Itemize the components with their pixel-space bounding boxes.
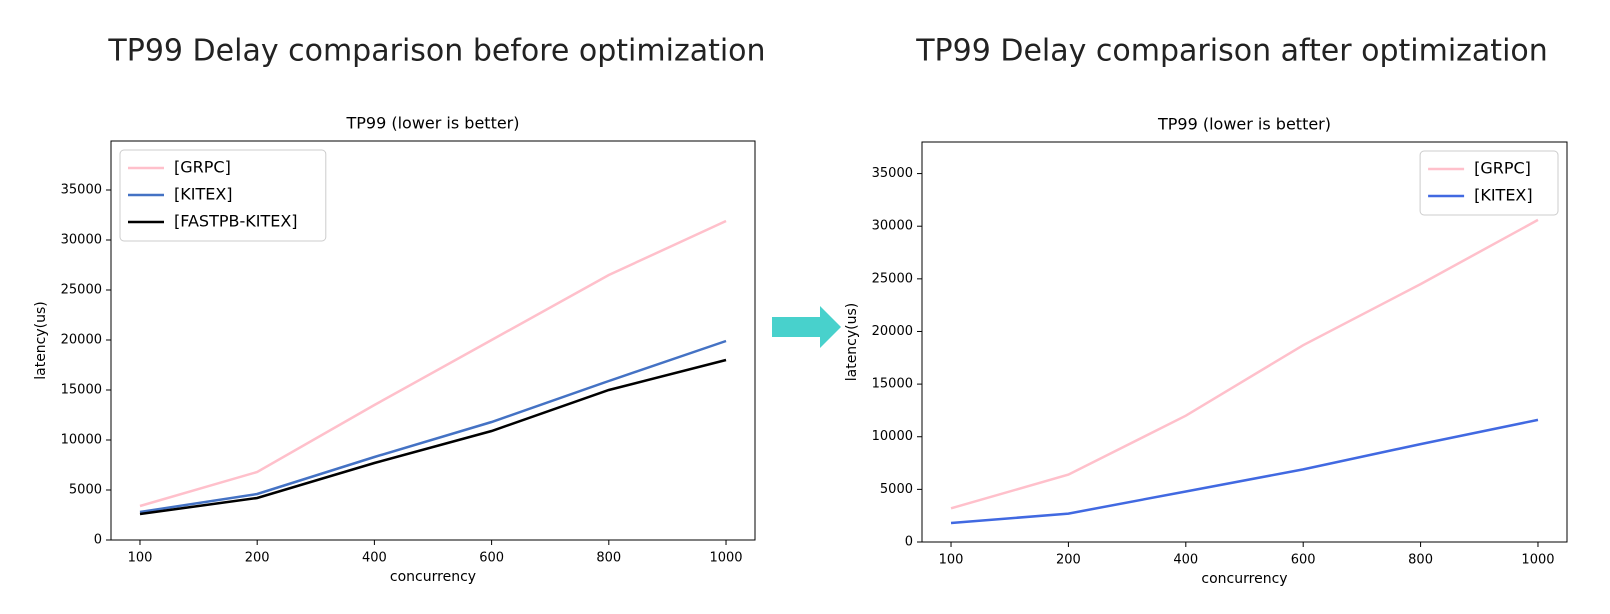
- y-tick-label: 10000: [61, 433, 102, 448]
- series-line: [950, 218, 1539, 510]
- x-axis-label: concurrency: [390, 569, 476, 585]
- y-tick-label: 35000: [872, 166, 913, 181]
- x-tick-label: 1000: [709, 551, 742, 566]
- x-tick-label: 800: [596, 551, 621, 566]
- y-tick-label: 20000: [872, 324, 913, 339]
- y-tick-label: 5000: [69, 483, 102, 498]
- y-tick-label: 30000: [872, 219, 913, 234]
- plot-frame: [110, 140, 756, 541]
- x-tick-label: 200: [1056, 553, 1081, 568]
- x-axis-label: concurrency: [1201, 571, 1287, 587]
- x-tick-label: 400: [362, 551, 387, 566]
- x-tick-label: 200: [245, 551, 270, 566]
- x-tick-label: 400: [1173, 553, 1198, 568]
- legend-label: [GRPC]: [174, 158, 231, 177]
- chart-title: TP99 (lower is better): [1157, 115, 1331, 134]
- series-line: [139, 358, 727, 516]
- x-tick-label: 800: [1408, 553, 1433, 568]
- legend-label: [KITEX]: [1474, 186, 1533, 205]
- y-tick-label: 25000: [61, 283, 102, 298]
- x-tick-label: 600: [1291, 553, 1316, 568]
- heading: TP99 Delay comparison before optimizatio…: [107, 34, 765, 69]
- y-tick-label: 20000: [61, 333, 102, 348]
- y-tick-label: 25000: [872, 271, 913, 286]
- y-axis-label: latency(us): [844, 303, 860, 382]
- legend-label: [FASTPB-KITEX]: [174, 212, 298, 231]
- series-line: [139, 339, 727, 514]
- y-tick-label: 15000: [61, 383, 102, 398]
- series-line: [139, 219, 727, 508]
- y-tick-label: 35000: [61, 183, 102, 198]
- legend-frame: [1419, 150, 1559, 216]
- x-tick-label: 100: [128, 551, 153, 566]
- y-tick-label: 10000: [872, 429, 913, 444]
- series-line: [950, 418, 1539, 525]
- legend-label: [GRPC]: [1474, 159, 1531, 178]
- arrow: [772, 306, 841, 348]
- y-tick-label: 0: [905, 535, 913, 550]
- y-tick-label: 15000: [872, 377, 913, 392]
- legend: [GRPC] [KITEX]: [1419, 150, 1559, 216]
- y-tick-label: 30000: [61, 233, 102, 248]
- heading: TP99 Delay comparison after optimization: [915, 34, 1548, 69]
- x-tick-label: 600: [479, 551, 504, 566]
- chart-title: TP99 (lower is better): [345, 114, 519, 133]
- y-axis-label: latency(us): [33, 301, 49, 380]
- x-tick-label: 100: [939, 553, 964, 568]
- legend-label: [KITEX]: [174, 185, 233, 204]
- plot-frame: [921, 141, 1568, 543]
- legend: [GRPC] [KITEX] [FASTPB-KITEX]: [119, 149, 327, 242]
- x-tick-label: 1000: [1521, 553, 1554, 568]
- legend-frame: [119, 149, 327, 242]
- y-tick-label: 0: [94, 533, 102, 548]
- y-tick-label: 5000: [880, 482, 913, 497]
